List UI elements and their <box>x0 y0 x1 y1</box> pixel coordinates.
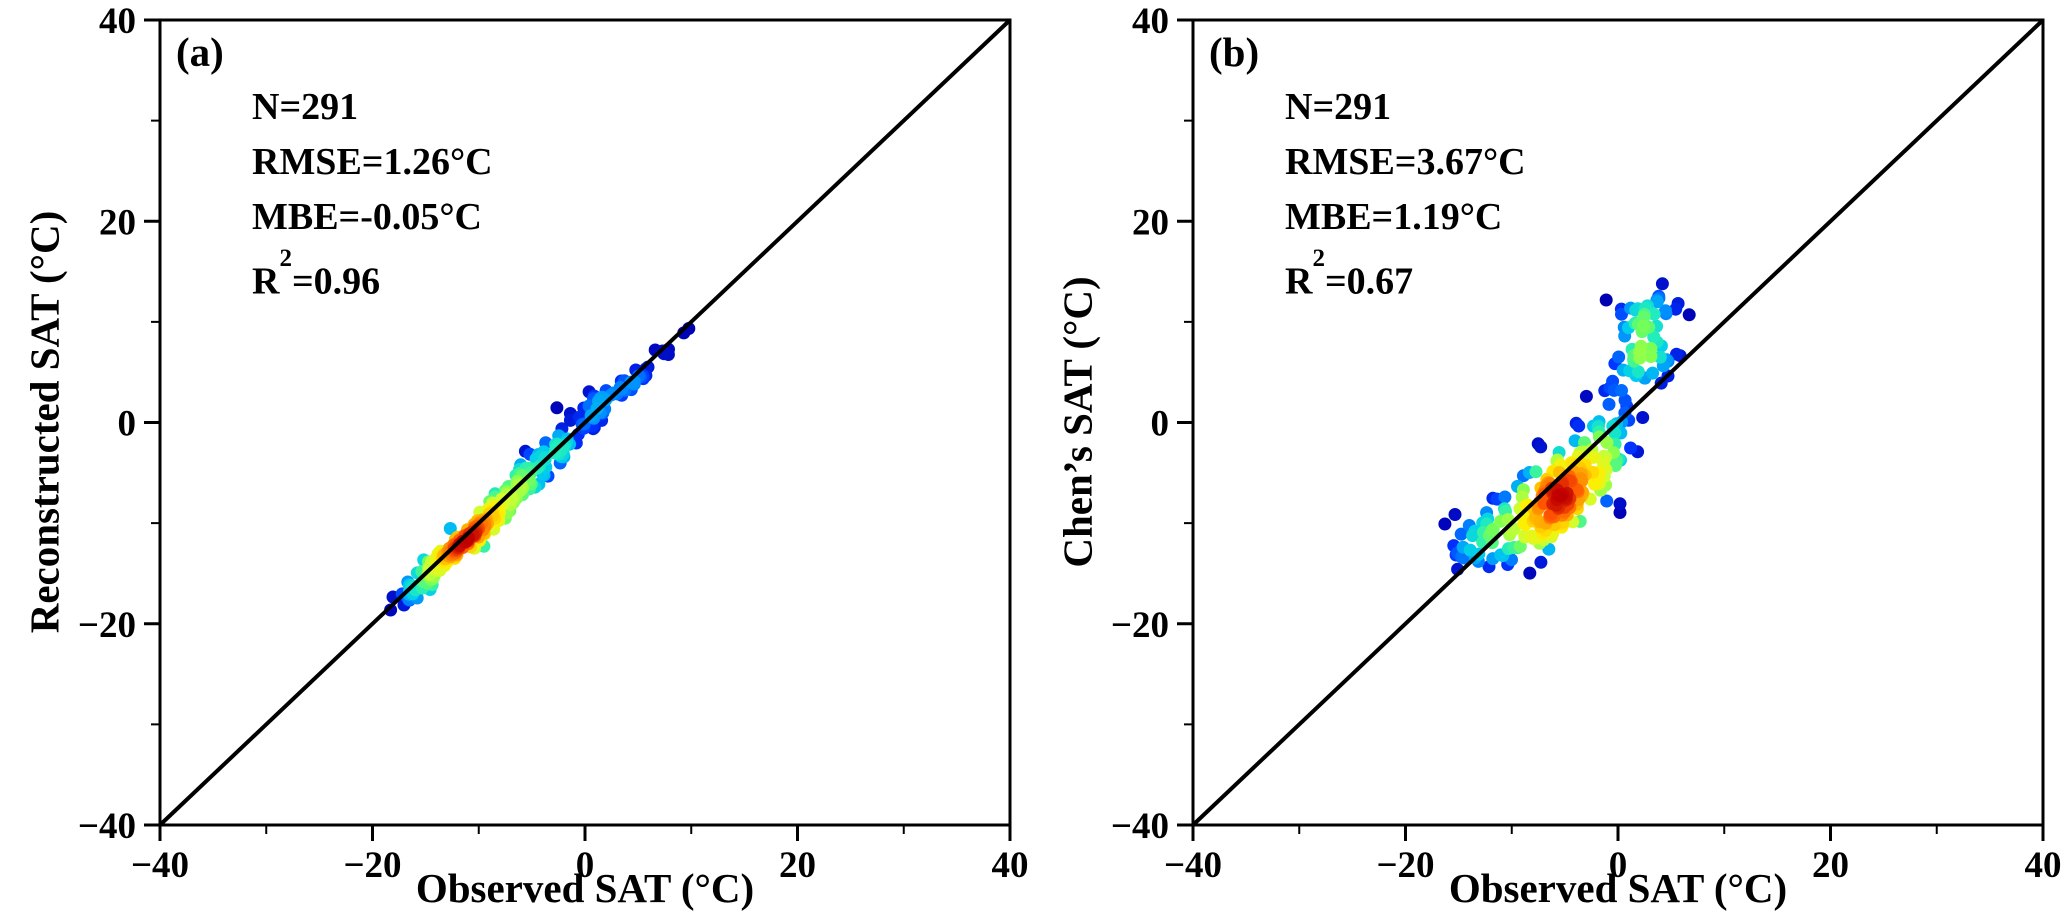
stat-n: N=291 <box>252 86 359 128</box>
stats-block-b: N=291 RMSE=3.67°C MBE=1.19°C R2=0.67 <box>1285 80 1526 310</box>
x-tick-label: 0 <box>1609 845 1628 886</box>
identity-line <box>158 18 1012 827</box>
data-point <box>1529 465 1543 479</box>
data-point <box>1659 304 1672 318</box>
x-tick-label: −20 <box>1376 845 1434 886</box>
data-point <box>1647 330 1661 344</box>
axis-box <box>158 18 1012 827</box>
data-point <box>550 401 564 415</box>
data-point <box>1579 389 1593 403</box>
y-tick-label: 0 <box>118 404 137 445</box>
data-point <box>1454 527 1468 541</box>
y-tick-label: 0 <box>1151 404 1170 445</box>
data-point <box>1615 384 1628 397</box>
y-tick-label: −20 <box>1111 605 1169 646</box>
data-point <box>1466 529 1480 543</box>
x-axis-label-b: Observed SAT (°C) <box>1448 865 1788 911</box>
data-point <box>624 375 638 389</box>
y-axis-label-b: Chen’s SAT (°C) <box>1054 276 1101 568</box>
stat-r2: R2=0.96 <box>252 245 381 303</box>
data-point <box>1612 350 1626 364</box>
x-tick-label: 0 <box>576 845 595 886</box>
data-point <box>1631 365 1645 379</box>
y-tick-label: 20 <box>1132 202 1169 243</box>
data-point <box>1600 494 1614 508</box>
y-tick-label: 40 <box>99 1 136 42</box>
y-axis-label-a: Reconstructed SAT (°C) <box>21 210 68 634</box>
y-tick-label: −20 <box>78 605 136 646</box>
data-point <box>1448 508 1462 521</box>
data-point <box>1534 440 1548 454</box>
stat-rmse: RMSE=1.26°C <box>252 141 493 183</box>
identity-line <box>1191 18 2045 827</box>
data-point <box>1600 436 1614 449</box>
stat-mbe: MBE=-0.05°C <box>252 196 483 238</box>
data-point <box>1498 490 1512 504</box>
x-tick-label: 40 <box>2025 845 2062 886</box>
scatter-plot-b: −40−40 −20 −20 0 0 20 20 40 40 <box>1111 1 2062 886</box>
x-axis-label-a: Observed SAT (°C) <box>415 865 755 911</box>
y-tick-label: 40 <box>1132 1 1169 42</box>
data-point <box>1554 489 1568 503</box>
stat-mbe: MBE=1.19°C <box>1285 196 1503 238</box>
axis-box <box>1191 18 2045 827</box>
data-point <box>1534 555 1548 569</box>
data-point <box>1599 293 1613 307</box>
data-point <box>1624 441 1638 455</box>
data-point <box>1618 393 1632 407</box>
y-tick-label: −40 <box>78 806 136 847</box>
panel-a: −40 −40 −20 −20 0 0 20 20 40 40 (a) N=291 RMSE=1.… <box>0 0 1033 913</box>
x-tick-label: 40 <box>992 845 1029 886</box>
data-point <box>1636 411 1650 424</box>
data-point <box>1588 477 1601 491</box>
y-tick-label: −40 <box>1111 806 1169 847</box>
y-tick-label: 20 <box>99 202 136 243</box>
stat-n: N=291 <box>1285 86 1392 128</box>
x-tick-label: −20 <box>343 845 401 886</box>
point-cloud <box>384 322 696 617</box>
x-tick-label: 20 <box>1812 845 1849 886</box>
point-cloud <box>1438 277 1696 580</box>
data-point <box>443 522 457 535</box>
data-point <box>1655 277 1669 291</box>
scatter-plot-a: −40−40 −20 −20 0 0 20 20 40 40 <box>78 1 1029 886</box>
panel-label-a: (a) <box>176 29 224 75</box>
data-point <box>1644 349 1658 363</box>
stat-rmse: RMSE=3.67°C <box>1285 141 1526 183</box>
x-tick-label: −40 <box>131 845 189 886</box>
stats-block-a: N=291 RMSE=1.26°C MBE=-0.05°C R2=0.96 <box>252 80 493 310</box>
stat-r2: R2=0.67 <box>1285 245 1414 303</box>
data-point <box>1650 295 1664 309</box>
data-point <box>1438 517 1452 531</box>
data-point <box>1602 397 1616 411</box>
data-point <box>1646 366 1660 380</box>
data-point <box>1523 566 1537 580</box>
data-point <box>1637 319 1651 333</box>
data-point <box>1463 543 1477 557</box>
data-point <box>1633 345 1647 359</box>
data-point <box>1613 497 1627 511</box>
data-point <box>1572 419 1586 433</box>
x-tick-label: −40 <box>1164 845 1222 886</box>
panel-label-b: (b) <box>1209 29 1260 75</box>
panel-b: −40 −40 −20 −20 0 0 20 20 40 40 (b) N=291 RMSE=3.… <box>1033 0 2066 913</box>
data-point <box>1682 308 1696 322</box>
data-point <box>1615 307 1628 321</box>
data-point <box>1669 302 1683 316</box>
x-tick-label: 20 <box>779 845 816 886</box>
data-point <box>1647 307 1661 321</box>
data-point <box>384 603 398 617</box>
